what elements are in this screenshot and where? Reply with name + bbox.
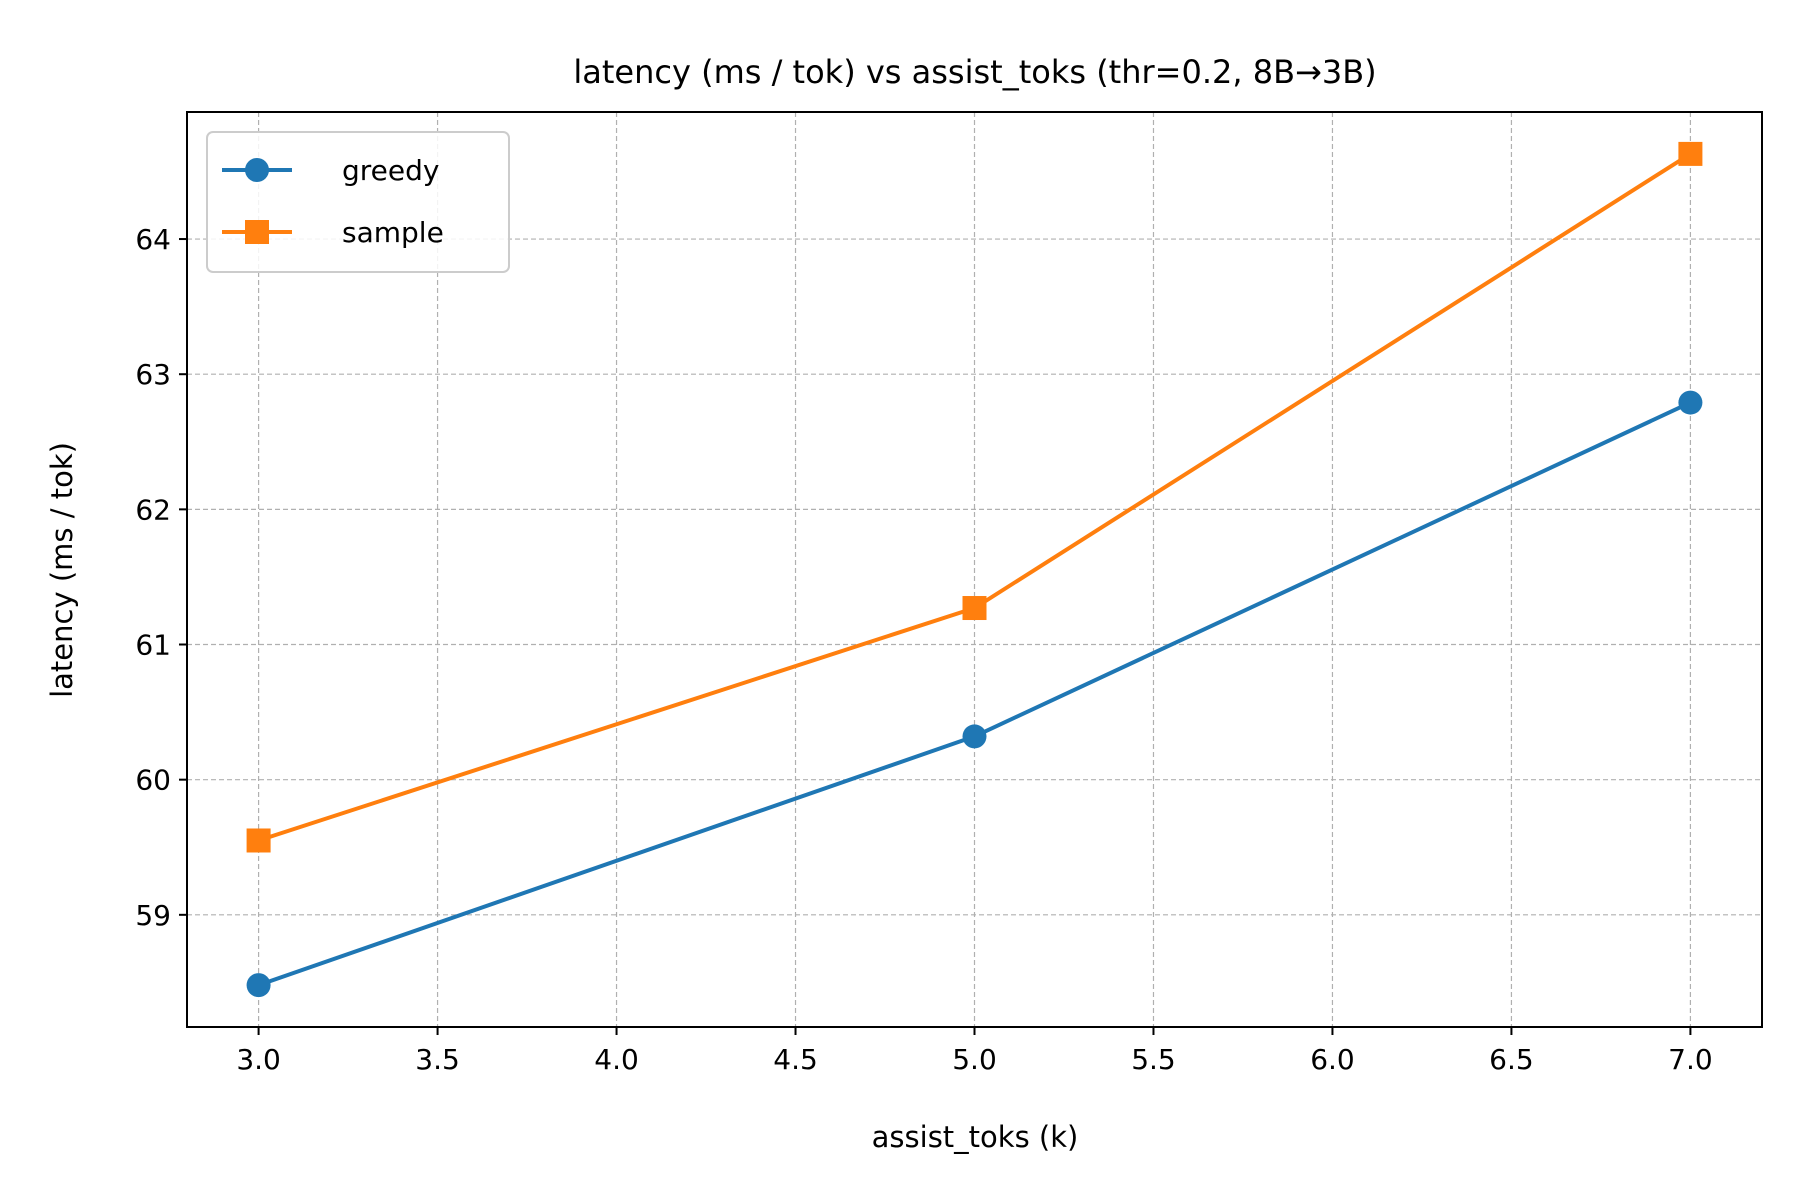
sample-point [962,596,987,621]
series-group [246,141,1703,998]
grid-lines [187,112,1762,1027]
x-tick-label: 6.0 [1310,1043,1355,1076]
legend-box [206,131,510,273]
x-axis-label: assist_toks (k) [872,1120,1079,1154]
greedy-point [1678,390,1703,415]
sample-point [246,828,271,853]
greedy-point [246,973,271,998]
y-axis-ticks: 59 60 61 62 63 64 [135,223,187,932]
x-tick-label: 3.0 [236,1043,281,1076]
y-axis-label: latency (ms / tok) [45,442,79,698]
y-tick-label: 61 [135,629,171,662]
legend-label: greedy [342,154,439,187]
legend-item-sample: sample [222,216,444,249]
x-tick-label: 5.0 [952,1043,997,1076]
y-tick-label: 64 [135,223,171,256]
x-tick-label: 4.0 [594,1043,639,1076]
x-tick-label: 4.5 [773,1043,818,1076]
legend-marker [245,158,269,182]
legend-label: sample [342,216,444,249]
x-tick-label: 7.0 [1668,1043,1713,1076]
x-axis-ticks: 3.0 3.5 4.0 4.5 5.0 5.5 6.0 6.5 7.0 [236,1027,1713,1076]
y-tick-label: 63 [135,358,171,391]
legend-item-greedy: greedy [222,154,439,187]
series-sample [246,141,1703,853]
x-tick-label: 3.5 [415,1043,460,1076]
y-tick-label: 62 [135,493,171,526]
legend-marker [245,220,269,244]
sample-point [1678,141,1703,166]
y-tick-label: 59 [135,899,171,932]
x-tick-label: 5.5 [1131,1043,1176,1076]
y-tick-label: 60 [135,764,171,797]
x-tick-label: 6.5 [1489,1043,1534,1076]
chart-title: latency (ms / tok) vs assist_toks (thr=0… [573,53,1376,91]
series-greedy [246,390,1703,998]
legend: greedy sample [206,131,510,273]
greedy-point [962,724,987,749]
